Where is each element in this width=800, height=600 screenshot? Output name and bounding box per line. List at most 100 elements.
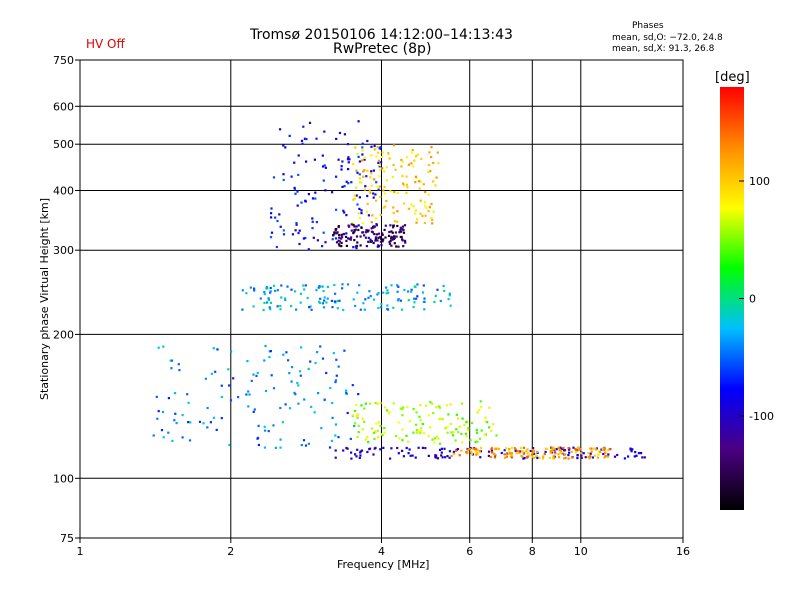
data-point — [263, 425, 266, 428]
data-point — [308, 306, 311, 309]
data-point — [531, 451, 534, 454]
data-point — [181, 414, 184, 417]
data-point — [538, 456, 541, 459]
data-point — [393, 236, 396, 240]
data-point — [399, 407, 402, 410]
data-point — [262, 308, 265, 312]
data-point — [603, 447, 606, 450]
data-point — [370, 170, 373, 173]
colorbar-tick-label: -100 — [749, 410, 774, 423]
data-point — [360, 181, 363, 184]
data-point — [304, 236, 307, 240]
data-point — [335, 241, 339, 244]
data-point — [230, 350, 233, 353]
data-point — [392, 211, 395, 214]
data-point — [487, 454, 490, 457]
data-point — [352, 224, 355, 227]
data-point — [198, 420, 202, 423]
y-tick-label: 100 — [53, 472, 74, 485]
data-point — [477, 409, 481, 412]
data-point — [379, 213, 382, 216]
data-point — [343, 349, 346, 352]
data-point — [378, 235, 382, 239]
data-point — [390, 447, 393, 450]
data-point — [452, 434, 455, 437]
data-point — [216, 348, 219, 351]
data-point — [279, 446, 282, 449]
data-point — [337, 365, 340, 368]
data-point — [377, 421, 380, 424]
data-point — [423, 300, 426, 303]
data-point — [220, 417, 223, 420]
data-point — [310, 405, 313, 408]
data-point — [376, 239, 379, 242]
data-point — [322, 179, 325, 182]
data-point — [427, 414, 430, 417]
data-point — [354, 304, 357, 307]
data-point — [384, 224, 387, 227]
data-point — [365, 210, 368, 213]
data-point — [534, 454, 537, 457]
data-point — [444, 427, 447, 430]
data-point — [567, 457, 570, 460]
data-point — [416, 283, 419, 286]
data-point — [249, 286, 252, 289]
data-point — [206, 406, 209, 410]
colorbar-tick-label: 0 — [749, 293, 756, 306]
data-point — [590, 450, 593, 453]
data-point — [601, 448, 604, 451]
data-point — [396, 446, 399, 450]
data-point — [402, 184, 405, 187]
data-point — [382, 446, 385, 449]
data-point — [279, 225, 282, 228]
data-point — [311, 197, 315, 200]
data-point — [431, 218, 434, 221]
data-point — [391, 238, 394, 241]
data-point — [543, 452, 546, 456]
data-point — [294, 290, 297, 293]
data-point — [279, 128, 282, 131]
data-point — [548, 456, 551, 459]
data-point — [476, 411, 479, 414]
data-point — [276, 289, 279, 292]
data-point — [363, 169, 366, 172]
data-point — [369, 402, 372, 405]
data-point — [403, 288, 406, 292]
data-point — [353, 424, 356, 428]
data-point — [348, 225, 351, 228]
data-point — [497, 448, 500, 451]
data-point — [432, 210, 435, 213]
data-point — [156, 417, 159, 420]
data-point — [403, 202, 406, 205]
data-point — [508, 448, 511, 451]
data-point — [377, 161, 380, 164]
data-point — [354, 146, 357, 149]
data-point — [397, 421, 400, 424]
data-point — [376, 436, 380, 439]
data-point — [389, 240, 392, 243]
x-tick-label: 16 — [676, 545, 690, 558]
data-point — [343, 185, 346, 188]
data-point — [357, 431, 360, 434]
data-point — [480, 446, 483, 449]
y-tick-label: 600 — [53, 100, 74, 113]
data-point — [469, 439, 472, 442]
data-point — [430, 155, 433, 159]
data-point — [345, 244, 348, 247]
data-point — [440, 451, 443, 454]
data-point — [282, 178, 285, 181]
data-point — [448, 292, 451, 295]
data-point — [424, 190, 427, 194]
data-point — [561, 447, 564, 450]
data-point — [265, 285, 268, 289]
data-point — [429, 401, 432, 404]
data-point — [421, 446, 424, 449]
data-point — [510, 456, 513, 459]
data-point — [600, 448, 603, 451]
data-point — [416, 295, 419, 298]
data-point — [355, 194, 358, 197]
scatter-points — [152, 120, 646, 460]
data-point — [510, 453, 513, 456]
data-point — [434, 294, 437, 297]
data-point — [307, 367, 310, 370]
